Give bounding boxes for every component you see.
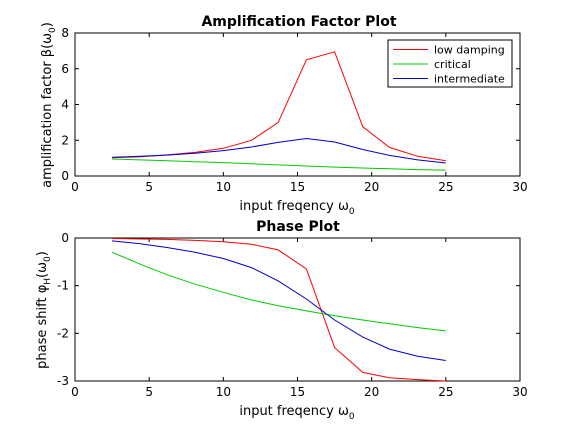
amplification-y-tick-label: 4 bbox=[61, 98, 69, 112]
amplification-x-tick-label: 5 bbox=[145, 180, 153, 194]
phase-line-series-1 bbox=[112, 238, 446, 382]
phase-x-tick-label: 15 bbox=[290, 385, 305, 399]
phase-y-tick-label: -3 bbox=[57, 374, 69, 388]
phase-x-axis: 0 5 10 15 20 25 30 bbox=[71, 238, 528, 399]
phase-x-tick-label: 0 bbox=[71, 385, 79, 399]
amplification-line-intermediate bbox=[112, 137, 446, 164]
amplification-plot: Amplification Factor Plot 0 5 10 15 20 25 30 0… bbox=[40, 14, 528, 217]
amplification-x-tick-label: 25 bbox=[438, 180, 453, 194]
phase-y-tick-label: -2 bbox=[57, 326, 69, 340]
phase-x-tick-label: 20 bbox=[364, 385, 379, 399]
amplification-x-tick-label: 10 bbox=[216, 180, 231, 194]
amplification-y-axis: 0 2 4 6 8 bbox=[61, 26, 520, 183]
amplification-y-tick-label: 6 bbox=[61, 62, 69, 76]
phase-x-tick-label: 30 bbox=[512, 385, 527, 399]
amplification-series bbox=[112, 51, 446, 171]
amplification-x-tick-label: 15 bbox=[290, 180, 305, 194]
phase-line-series-3 bbox=[112, 240, 446, 361]
amplification-y-label: amplification factor β(ω0) bbox=[40, 22, 58, 188]
phase-y-axis: -3 -2 -1 0 bbox=[57, 231, 520, 388]
phase-x-tick-label: 5 bbox=[145, 385, 153, 399]
phase-plot: Phase Plot 0 5 10 15 20 25 30 -3 -2 -1 0 input fr… bbox=[35, 219, 528, 422]
phase-y-tick-label: -1 bbox=[57, 279, 69, 293]
phase-series bbox=[111, 238, 446, 382]
phase-plot-title: Phase Plot bbox=[256, 219, 340, 235]
amplification-y-tick-label: 8 bbox=[61, 26, 69, 40]
amplification-line-critical bbox=[112, 158, 446, 171]
phase-x-tick-label: 10 bbox=[216, 385, 231, 399]
amplification-x-axis: 0 5 10 15 20 25 30 bbox=[71, 33, 528, 194]
amplification-x-tick-label: 30 bbox=[512, 180, 527, 194]
amplification-x-tick-label: 20 bbox=[364, 180, 379, 194]
amplification-x-tick-label: 0 bbox=[71, 180, 79, 194]
amplification-y-tick-label: 2 bbox=[61, 133, 69, 147]
amplification-y-tick-label: 0 bbox=[61, 169, 69, 183]
legend-label-low-damping: low damping bbox=[434, 44, 505, 57]
amplification-x-label: input freqency ω0 bbox=[239, 199, 355, 217]
phase-x-tick-label: 25 bbox=[438, 385, 453, 399]
phase-x-label: input freqency ω0 bbox=[239, 404, 355, 422]
legend-box bbox=[387, 39, 513, 88]
amplification-legend: low damping critical intermediate bbox=[387, 39, 513, 88]
phase-line-series-2 bbox=[111, 251, 446, 332]
legend-label-intermediate: intermediate bbox=[434, 73, 505, 86]
phase-y-tick-label: 0 bbox=[61, 231, 69, 245]
amplification-plot-title: Amplification Factor Plot bbox=[201, 14, 396, 30]
legend-label-critical: critical bbox=[434, 58, 471, 71]
phase-y-label: phase shift φH(ω0) bbox=[35, 251, 53, 369]
